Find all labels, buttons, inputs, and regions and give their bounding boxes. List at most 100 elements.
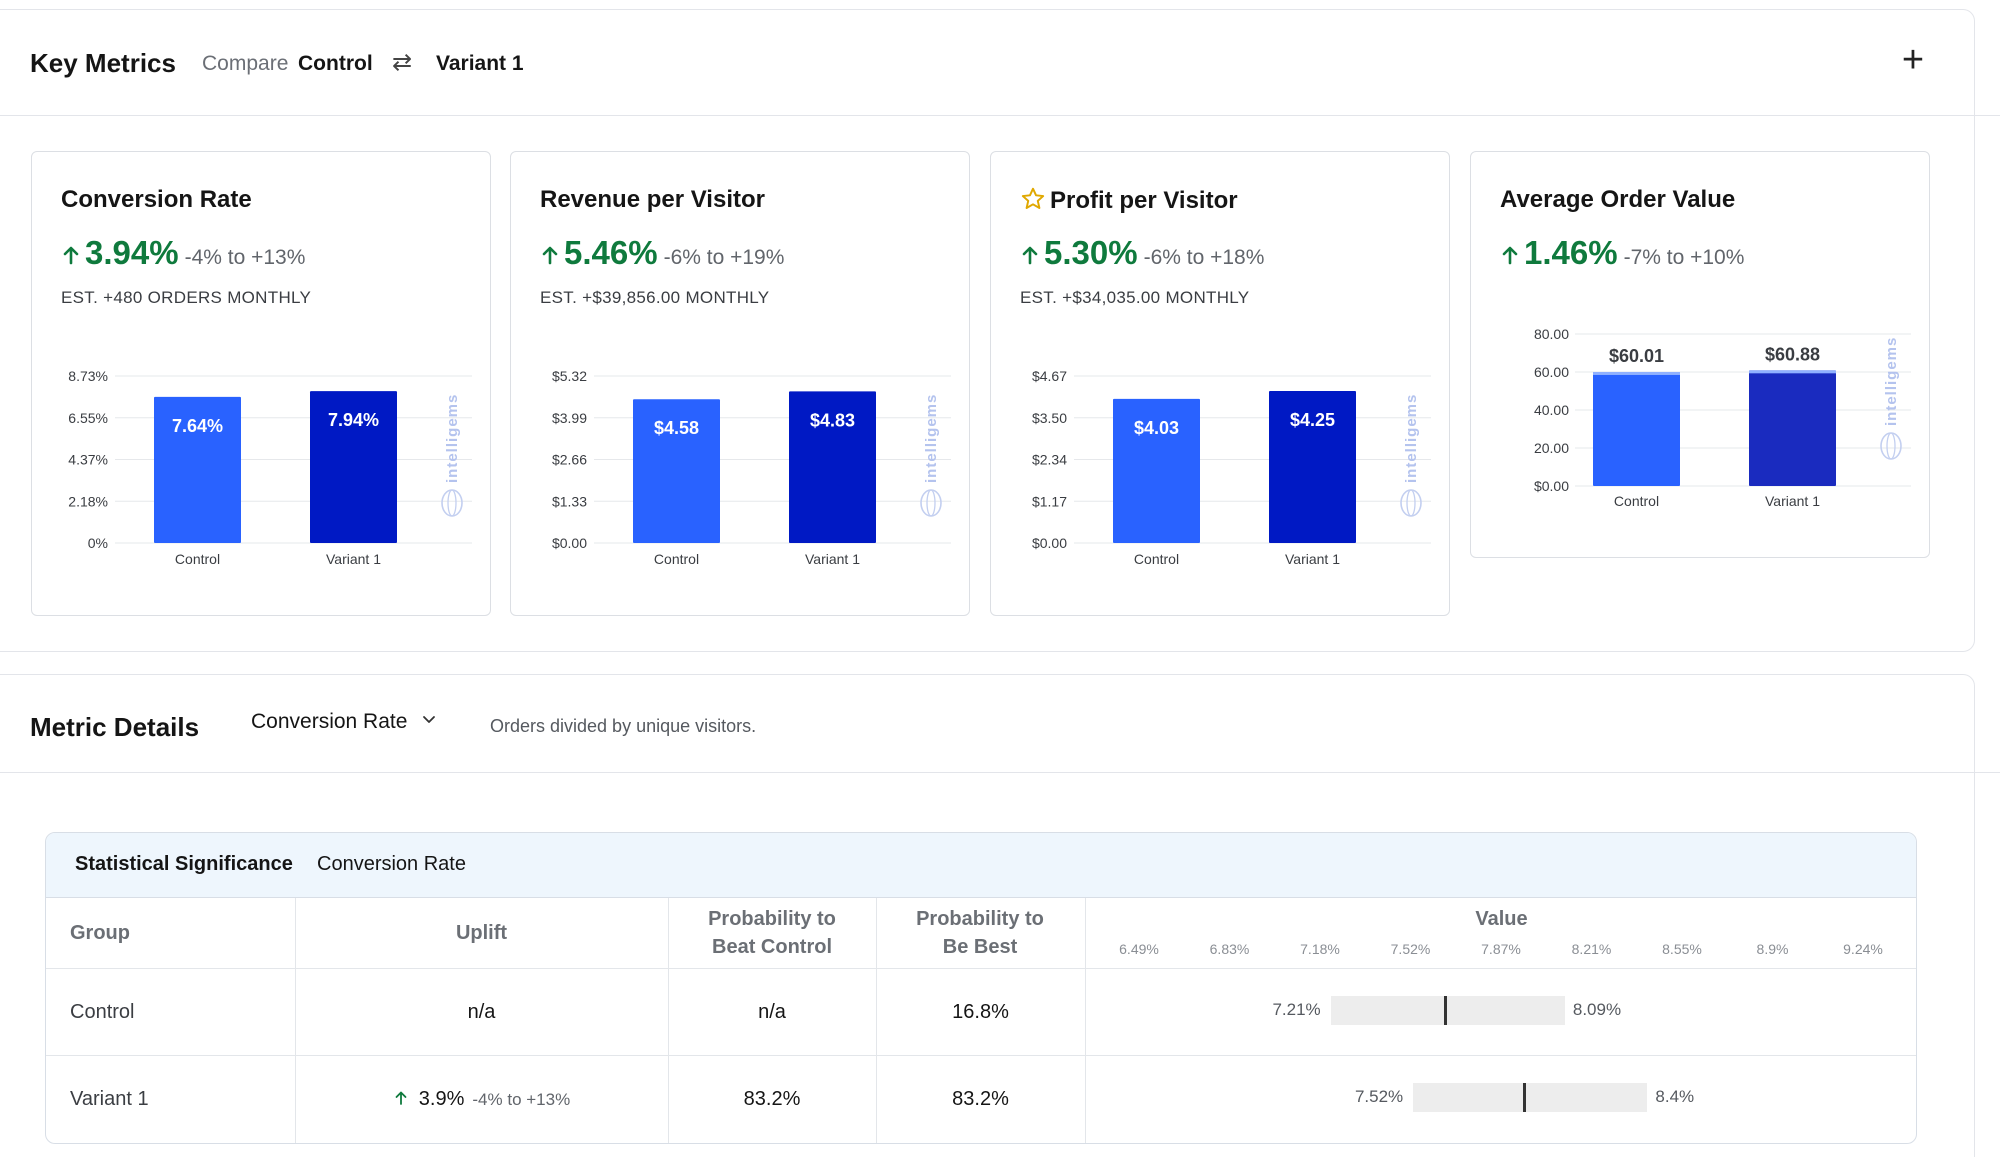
bar-value-label: $4.83 [810,410,855,430]
watermark-text: intelligems [444,394,461,483]
row-group-control: Control [70,1001,135,1023]
column-divider [876,898,877,1143]
value-axis-tick: 9.24% [1843,941,1883,957]
x-tick-label: Variant 1 [326,551,381,567]
lift-value: 5.46% [564,234,658,271]
metric-select-dropdown[interactable]: Conversion Rate [251,710,437,734]
y-tick-label: $0.00 [1534,478,1569,494]
y-tick-label: $0.00 [552,535,587,551]
row-uplift: 3.9% -4% to +13% [295,1088,668,1111]
row-group-variant-1: Variant 1 [70,1088,149,1110]
table-metric: Conversion Rate [317,853,466,875]
value-axis-tick: 8.21% [1571,941,1612,957]
bar-chart: $4.67 $3.50 $2.34 $1.17 $0.00 $4.03 Control $4.… [1032,368,1431,567]
metric-select-value: Conversion Rate [251,710,408,733]
bar-variant-1[interactable] [1269,391,1356,543]
bar-value-label: $4.58 [654,418,699,438]
bar-chart: 80.00 60.00 40.00 20.00 $0.00 $60.01 Control $6… [1534,326,1911,509]
column-header-group: Group [70,922,130,944]
card-title: Average Order Value [1500,186,1736,213]
ci-low-label: 7.21% [1272,1000,1321,1019]
y-tick-label: 0% [88,535,108,551]
y-tick-label: $5.32 [552,368,587,384]
bar-variant-1[interactable] [1749,370,1836,486]
y-tick-label: 40.00 [1534,402,1569,418]
y-tick-label: 4.37% [68,452,108,468]
card-title: Profit per Visitor [1020,186,1238,215]
x-tick-label: Variant 1 [1285,551,1340,567]
card-estimate: EST. +$39,856.00 MONTHLY [540,288,770,307]
lift-value: 3.94% [85,234,179,271]
divider [0,772,2000,773]
y-tick-label: 60.00 [1534,364,1569,380]
metric-description: Orders divided by unique visitors. [490,716,757,736]
arrow-up-icon [542,246,558,265]
row-prob-beat-control: 83.2% [743,1088,801,1110]
metric-card-profit-per-visitor[interactable]: Profit per Visitor 5.30% -6% to +18% EST.… [990,151,1450,616]
uplift-range: -4% to +13% [472,1090,571,1109]
card-lift: 1.46% -7% to +10% [1500,234,1744,272]
bar-top-highlight [1593,371,1680,375]
watermark-logo [1880,432,1902,460]
chevron-down-icon [423,716,436,723]
watermark-logo [926,489,936,517]
bar-control[interactable] [1593,371,1680,486]
arrow-up-icon [63,246,79,265]
card-estimate: EST. +$34,035.00 MONTHLY [1020,288,1250,307]
column-header-uplift: Uplift [455,922,508,944]
watermark-text: intelligems [1883,337,1900,426]
statistical-significance-table: Statistical Significance Conversion Rate… [45,832,1917,1144]
star-icon[interactable] [1020,186,1046,212]
lift-value: 1.46% [1524,234,1618,271]
arrow-up-icon [1022,246,1038,265]
y-tick-label: $3.99 [552,410,587,426]
watermark-logo [1406,489,1416,517]
confidence-interval-bar[interactable] [1413,1083,1648,1112]
column-divider [295,898,296,1143]
bar-control[interactable] [154,396,241,543]
metric-details-title: Metric Details [30,712,200,742]
bar-variant-1[interactable] [789,391,876,543]
row-prob-best: 83.2% [952,1088,1009,1110]
divider [0,115,2000,116]
row-divider [46,968,1916,969]
value-axis-tick: 6.49% [1119,941,1159,957]
compare-variant-select[interactable]: Variant 1 [436,52,524,75]
column-divider [668,898,669,1143]
bar-value-label: $4.03 [1134,418,1179,438]
watermark-text: intelligems [923,394,940,483]
y-tick-label: $2.34 [1032,452,1067,468]
compare-control-select[interactable]: Control [298,52,373,75]
card-lift: 5.46% -6% to +19% [540,234,784,272]
lift-range: -7% to +10% [1623,246,1745,269]
bar-control[interactable] [633,399,720,543]
ci-high-label: 8.4% [1655,1087,1695,1106]
column-header-prob-best: Probability to Be Best [916,908,1044,958]
row-prob-beat-control: n/a [758,1001,786,1023]
compare-label: Compare [202,52,289,75]
card-title: Conversion Rate [61,186,252,213]
lift-range: -6% to +18% [1143,246,1265,269]
card-title: Revenue per Visitor [540,186,765,213]
swap-icon[interactable]: ⇄ [392,49,413,76]
arrow-up-icon [395,1091,407,1105]
y-tick-label: $2.66 [552,452,587,468]
bar-control[interactable] [1113,398,1200,543]
bar-value-label: $4.25 [1290,410,1335,430]
y-tick-label: 2.18% [68,493,108,509]
confidence-interval-bar[interactable] [1330,996,1565,1025]
row-prob-best: 16.8% [952,1001,1009,1023]
y-tick-label: $1.33 [552,493,587,509]
metric-card-conversion-rate[interactable]: Conversion Rate 3.94% -4% to +13% EST. +4… [31,151,491,616]
metric-card-revenue-per-visitor[interactable]: Revenue per Visitor 5.46% -6% to +19% EST… [510,151,970,616]
bar-value-label: $60.88 [1765,344,1820,364]
y-tick-label: $4.67 [1032,368,1067,384]
y-tick-label: 20.00 [1534,440,1569,456]
metric-card-average-order-value[interactable]: Average Order Value 1.46% -7% to +10% 80.… [1470,151,1930,558]
ci-low-label: 7.52% [1354,1087,1404,1106]
bar-chart: 8.73% 6.55% 4.37% 2.18% 0% 7.64% Control 7.94% V… [68,368,472,567]
row-uplift: n/a [467,1001,496,1023]
plus-icon[interactable]: + [1901,39,1925,81]
arrow-up-icon [1502,246,1518,265]
bar-variant-1[interactable] [310,391,397,543]
